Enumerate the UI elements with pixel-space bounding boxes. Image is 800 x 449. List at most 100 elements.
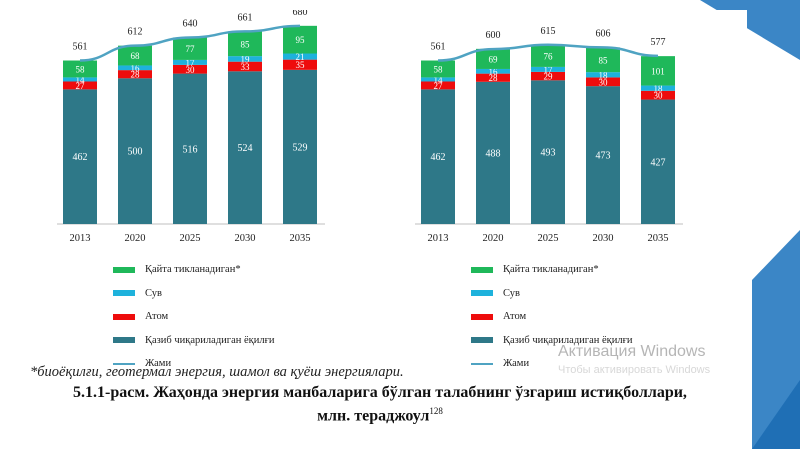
legend-swatch-renewable bbox=[113, 266, 135, 273]
caption-line-1: 5.1.1-расм. Жаҳонда энергия манбаларига … bbox=[73, 384, 687, 401]
data-label-nuclear: 30 bbox=[186, 65, 196, 75]
legend-swatch-total bbox=[113, 362, 135, 365]
bar-segment-hydro bbox=[476, 68, 510, 74]
data-label-nuclear: 27 bbox=[434, 81, 444, 91]
data-label-fossil: 516 bbox=[183, 144, 198, 155]
total-label: 661 bbox=[238, 12, 253, 23]
data-label-fossil: 524 bbox=[238, 143, 253, 154]
legend-item-nuclear: Атом bbox=[113, 305, 373, 329]
legend-swatch-nuclear bbox=[471, 313, 493, 320]
data-label-fossil: 427 bbox=[651, 157, 666, 168]
data-label-nuclear: 33 bbox=[241, 62, 251, 72]
bar-segment-renewable bbox=[586, 47, 620, 73]
x-tick-label: 2030 bbox=[593, 233, 614, 244]
legend-label-nuclear: Атом bbox=[503, 311, 527, 323]
total-label: 606 bbox=[596, 28, 611, 39]
total-label: 577 bbox=[651, 37, 666, 48]
legend-label-hydro: Сув bbox=[145, 287, 162, 299]
legend-left: Қайта тикланадиган* Сув Атом Қазиб чиқар… bbox=[113, 258, 373, 376]
data-label-hydro: 21 bbox=[296, 52, 305, 62]
data-label-fossil: 462 bbox=[431, 152, 446, 163]
legend-item-nuclear: Атом bbox=[471, 305, 731, 329]
legend-label-renewable: Қайта тикланадиган* bbox=[145, 264, 241, 276]
legend-label-hydro: Сув bbox=[503, 287, 520, 299]
x-tick-label: 2035 bbox=[648, 233, 669, 244]
data-label-hydro: 14 bbox=[434, 75, 444, 85]
total-label: 561 bbox=[73, 42, 88, 53]
bottom-right-decor-light bbox=[752, 380, 800, 449]
data-label-nuclear: 35 bbox=[296, 60, 306, 70]
data-label-nuclear: 28 bbox=[489, 73, 499, 83]
legend-swatch-hydro bbox=[113, 290, 135, 297]
bar-segment-hydro bbox=[421, 77, 455, 82]
total-label: 640 bbox=[183, 18, 198, 29]
bar-segment-fossil bbox=[283, 69, 317, 224]
bar-segment-hydro bbox=[641, 85, 675, 91]
bar-segment-renewable bbox=[421, 60, 455, 78]
figure-caption: 5.1.1-расм. Жаҳонда энергия манбаларига … bbox=[20, 383, 740, 425]
bar-segment-fossil bbox=[228, 71, 262, 224]
data-label-nuclear: 28 bbox=[131, 70, 141, 80]
x-tick-label: 2020 bbox=[483, 233, 504, 244]
bar-segment-hydro bbox=[531, 66, 565, 72]
total-label: 600 bbox=[486, 30, 501, 41]
data-label-renewable: 69 bbox=[489, 54, 499, 64]
bar-segment-nuclear bbox=[421, 81, 455, 90]
data-label-renewable: 76 bbox=[544, 51, 554, 61]
caption-line-2: млн. тераджоул128 bbox=[20, 402, 740, 425]
data-label-renewable: 58 bbox=[434, 64, 444, 74]
data-label-nuclear: 29 bbox=[544, 72, 554, 82]
data-label-renewable: 58 bbox=[76, 64, 86, 74]
bar-segment-nuclear bbox=[586, 77, 620, 87]
bar-segment-nuclear bbox=[476, 73, 510, 82]
bar-segment-renewable bbox=[173, 37, 207, 60]
legend-label-total: Жами bbox=[145, 358, 172, 370]
total-label: 612 bbox=[128, 27, 143, 38]
x-tick-label: 2020 bbox=[125, 233, 146, 244]
bar-segment-hydro bbox=[63, 77, 97, 82]
bar-segment-fossil bbox=[118, 78, 152, 225]
data-label-hydro: 18 bbox=[599, 70, 609, 80]
legend-item-total: Жами bbox=[113, 352, 373, 376]
bar-segment-renewable bbox=[118, 45, 152, 66]
legend-right: Қайта тикланадиган* Сув Атом Қазиб чиқар… bbox=[471, 258, 731, 376]
bar-segment-nuclear bbox=[63, 81, 97, 90]
bar-segment-nuclear bbox=[118, 70, 152, 79]
bar-segment-fossil bbox=[531, 80, 565, 224]
legend-item-hydro: Сув bbox=[113, 282, 373, 306]
data-label-fossil: 500 bbox=[128, 147, 143, 158]
bar-segment-nuclear bbox=[283, 59, 317, 70]
legend-label-nuclear: Атом bbox=[145, 311, 169, 323]
legend-swatch-total bbox=[471, 362, 493, 365]
legend-label-fossil: Қазиб чиқариладиган ёқилғи bbox=[145, 334, 275, 346]
data-label-nuclear: 30 bbox=[599, 77, 609, 87]
legend-item-total: Жами bbox=[471, 352, 731, 376]
bar-segment-fossil bbox=[173, 73, 207, 224]
data-label-fossil: 462 bbox=[73, 152, 88, 163]
data-label-fossil: 493 bbox=[541, 148, 556, 159]
legend-swatch-fossil bbox=[471, 337, 493, 344]
data-label-hydro: 19 bbox=[241, 54, 251, 64]
bar-segment-hydro bbox=[173, 59, 207, 65]
data-label-fossil: 529 bbox=[293, 142, 308, 153]
windows-activation-subtitle: Чтобы активировать Windows bbox=[558, 364, 711, 376]
legend-label-fossil: Қазиб чиқариладиган ёқилғи bbox=[503, 334, 633, 346]
bar-segment-hydro bbox=[118, 65, 152, 71]
bar-segment-fossil bbox=[421, 89, 455, 224]
bar-segment-nuclear bbox=[228, 61, 262, 72]
total-line bbox=[437, 43, 659, 62]
data-label-hydro: 17 bbox=[544, 65, 554, 75]
total-label: 680 bbox=[293, 10, 308, 18]
caption-unit: млн. тераджоул bbox=[317, 407, 430, 425]
bar-segment-nuclear bbox=[173, 64, 207, 74]
data-label-fossil: 473 bbox=[596, 151, 611, 162]
bar-segment-nuclear bbox=[641, 90, 675, 100]
total-label: 615 bbox=[541, 26, 556, 37]
bar-segment-fossil bbox=[476, 81, 510, 224]
legend-item-fossil: Қазиб чиқариладиган ёқилғи bbox=[471, 329, 731, 353]
legend-swatch-fossil bbox=[113, 337, 135, 344]
bar-segment-nuclear bbox=[531, 71, 565, 81]
windows-activation-watermark: Активация Windows bbox=[558, 343, 706, 360]
bar-segment-renewable bbox=[476, 48, 510, 69]
chart-panel-right: 462 27 14 58 488 28 16 69 493 29 17 76 473 30 18 85 427 3… bbox=[389, 10, 747, 369]
